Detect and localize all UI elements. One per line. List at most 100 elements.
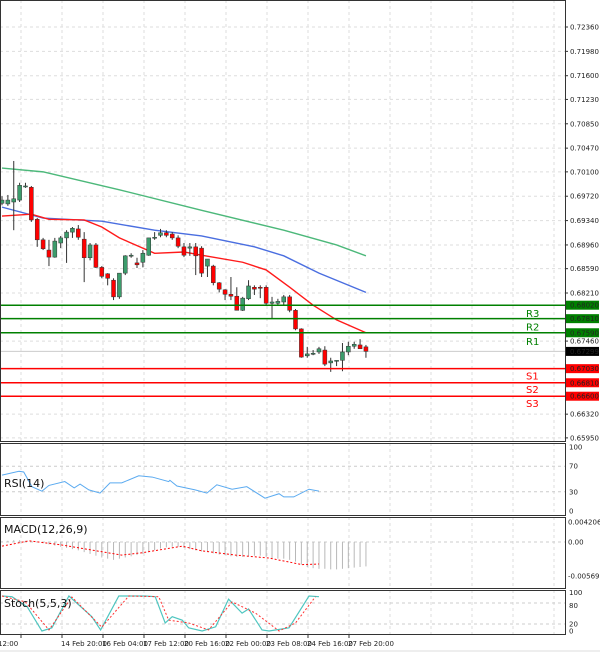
- candle: [340, 343, 345, 372]
- level-label-r3: R3: [526, 309, 539, 320]
- candle: [187, 243, 193, 256]
- candle: [29, 185, 34, 222]
- bottom-strip: [0, 650, 600, 652]
- candle: [99, 266, 105, 279]
- candle: [128, 253, 134, 258]
- candle-body: [316, 348, 322, 353]
- stoch-tick-label: 100: [569, 589, 582, 597]
- candle-body: [111, 279, 116, 298]
- level-price-box: [566, 314, 599, 324]
- candle-body: [351, 344, 357, 347]
- candle: [76, 225, 81, 240]
- candle-body: [275, 301, 281, 304]
- macd-panel[interactable]: [1, 540, 367, 570]
- candle: [5, 194, 11, 206]
- price-tick-label: 0.68590: [570, 265, 599, 273]
- candle-body: [334, 360, 339, 362]
- candle: [322, 346, 328, 367]
- price-tick-label: 0.70850: [570, 120, 599, 128]
- stoch-title: Stoch(5,5,3): [4, 597, 72, 610]
- candle: [222, 289, 228, 301]
- price-tick-label: 0.69720: [570, 193, 599, 201]
- candle: [316, 346, 322, 354]
- candle-body: [17, 185, 22, 201]
- candle: [346, 341, 351, 356]
- price-tick-label: 0.66320: [570, 411, 599, 419]
- candle-body: [211, 265, 216, 284]
- level-price-box: [566, 391, 599, 401]
- candle: [0, 196, 5, 206]
- candle-body: [70, 228, 75, 233]
- candle-body: [87, 244, 93, 259]
- candle: [240, 296, 245, 311]
- candle: [23, 182, 28, 188]
- candle-body: [199, 247, 204, 274]
- current-price-box: [566, 346, 599, 356]
- candle: [152, 232, 157, 240]
- candle: [158, 228, 163, 238]
- candle: [228, 276, 234, 301]
- candle: [164, 230, 169, 238]
- candle: [17, 182, 22, 202]
- candle: [328, 357, 333, 372]
- candle: [281, 294, 287, 306]
- candle-body: [76, 228, 81, 238]
- candle: [87, 243, 93, 261]
- macd-title: MACD(12,26,9): [4, 523, 88, 536]
- candle-body: [304, 353, 310, 357]
- time-tick-label: 20 Feb 16:00: [184, 640, 230, 648]
- candle: [46, 239, 52, 267]
- candle-body: [299, 328, 304, 358]
- candle-body: [222, 289, 228, 295]
- level-price-box: [566, 378, 599, 388]
- candle-body: [46, 249, 52, 258]
- candle-body: [81, 238, 87, 259]
- candle: [146, 237, 151, 256]
- candle: [111, 278, 116, 301]
- level-label-r1: R1: [526, 337, 539, 348]
- candle: [199, 246, 204, 277]
- rsi-title: RSI(14): [4, 477, 44, 490]
- candle: [252, 285, 257, 295]
- candle: [70, 226, 75, 238]
- candle: [93, 243, 99, 269]
- candle: [275, 298, 281, 306]
- level-price-label: 0.67030: [570, 365, 599, 373]
- panel-frame: [0, 443, 566, 516]
- candle: [117, 272, 122, 299]
- current-price-label: 0.67299: [570, 348, 599, 356]
- candle: [304, 346, 310, 358]
- ma_fast-line: [1, 213, 367, 334]
- level-label-s1: S1: [526, 372, 539, 383]
- level-price-label: 0.67590: [570, 329, 599, 337]
- candle: [81, 232, 87, 283]
- candle-body: [310, 353, 316, 355]
- rsi-panel[interactable]: [1, 470, 320, 499]
- rsi-line: [1, 470, 320, 499]
- price-panel[interactable]: R3 R2 R1 S1 S2 S3: [0, 160, 565, 410]
- price-tick-label: 0.71230: [570, 96, 599, 104]
- time-tick-label: 12:00: [0, 640, 18, 648]
- macd-signal-line: [1, 540, 319, 566]
- grid: [0, 0, 565, 634]
- candle-body: [128, 254, 134, 257]
- macd-tick-label: -0.005698: [568, 572, 600, 580]
- candle: [181, 243, 187, 258]
- candle-body: [152, 236, 157, 239]
- candle: [357, 339, 363, 350]
- time-tick-label: 27 Feb 20:00: [348, 640, 394, 648]
- candle: [193, 243, 198, 276]
- candle-body: [99, 267, 105, 277]
- candle-body: [164, 232, 169, 236]
- level-price-label: 0.68020: [570, 302, 599, 310]
- candle-body: [246, 285, 251, 300]
- candle: [169, 232, 175, 240]
- price-tick-label: 0.71980: [570, 48, 599, 56]
- candle: [40, 237, 46, 251]
- level-label-s3: S3: [526, 399, 539, 410]
- stoch-panel[interactable]: [1, 595, 320, 632]
- candle-body: [234, 295, 240, 311]
- time-tick-label: 23 Feb 08:00: [266, 640, 312, 648]
- candle-body: [216, 282, 222, 290]
